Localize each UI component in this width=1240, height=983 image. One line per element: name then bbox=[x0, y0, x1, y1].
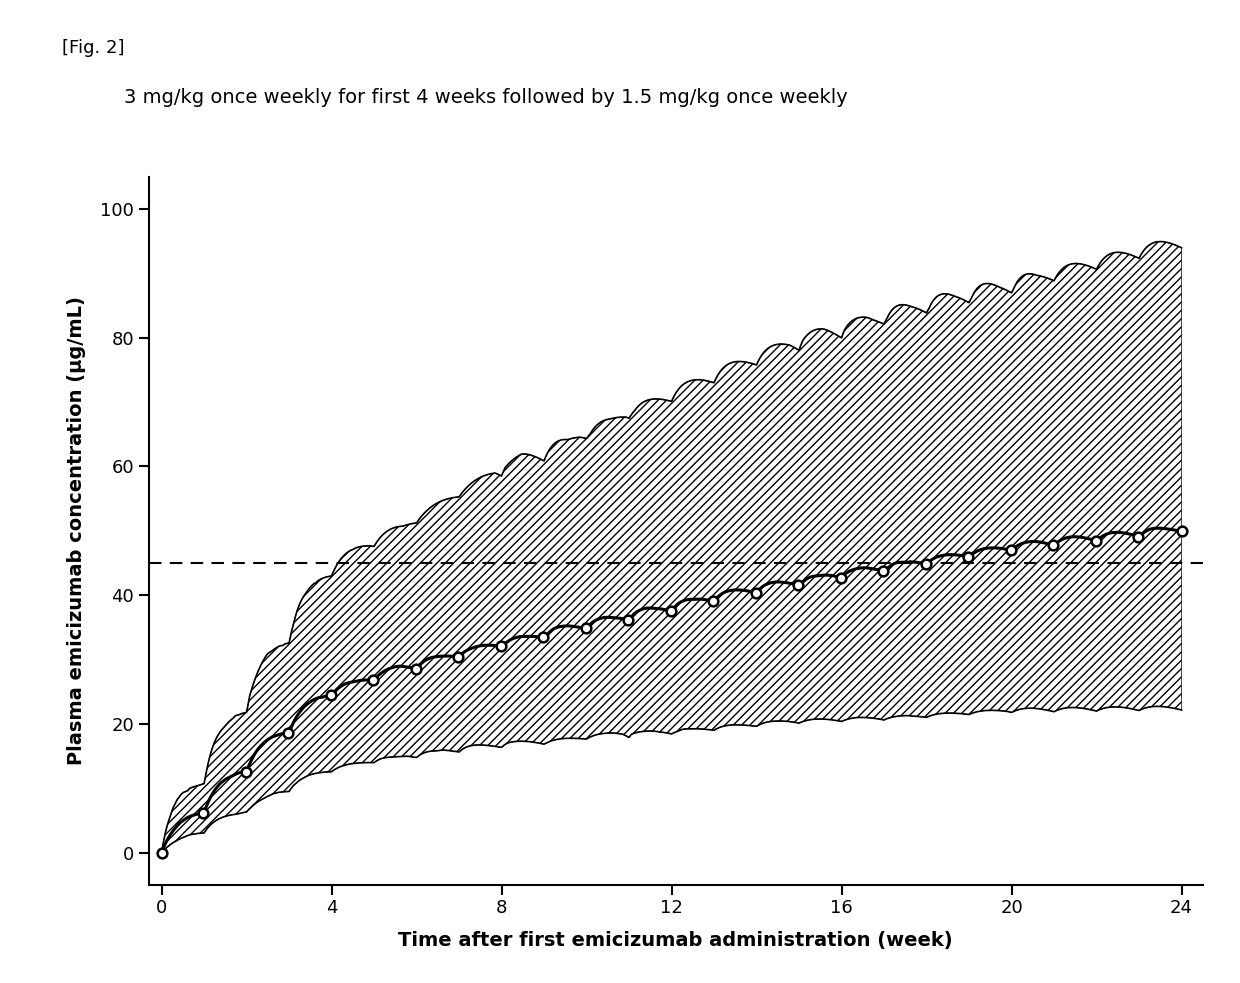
Y-axis label: Plasma emicizumab concentration (μg/mL): Plasma emicizumab concentration (μg/mL) bbox=[67, 297, 87, 765]
Text: 3 mg/kg once weekly for first 4 weeks followed by 1.5 mg/kg once weekly: 3 mg/kg once weekly for first 4 weeks fo… bbox=[124, 88, 848, 107]
X-axis label: Time after first emicizumab administration (week): Time after first emicizumab administrati… bbox=[398, 931, 954, 951]
Text: [Fig. 2]: [Fig. 2] bbox=[62, 39, 124, 57]
